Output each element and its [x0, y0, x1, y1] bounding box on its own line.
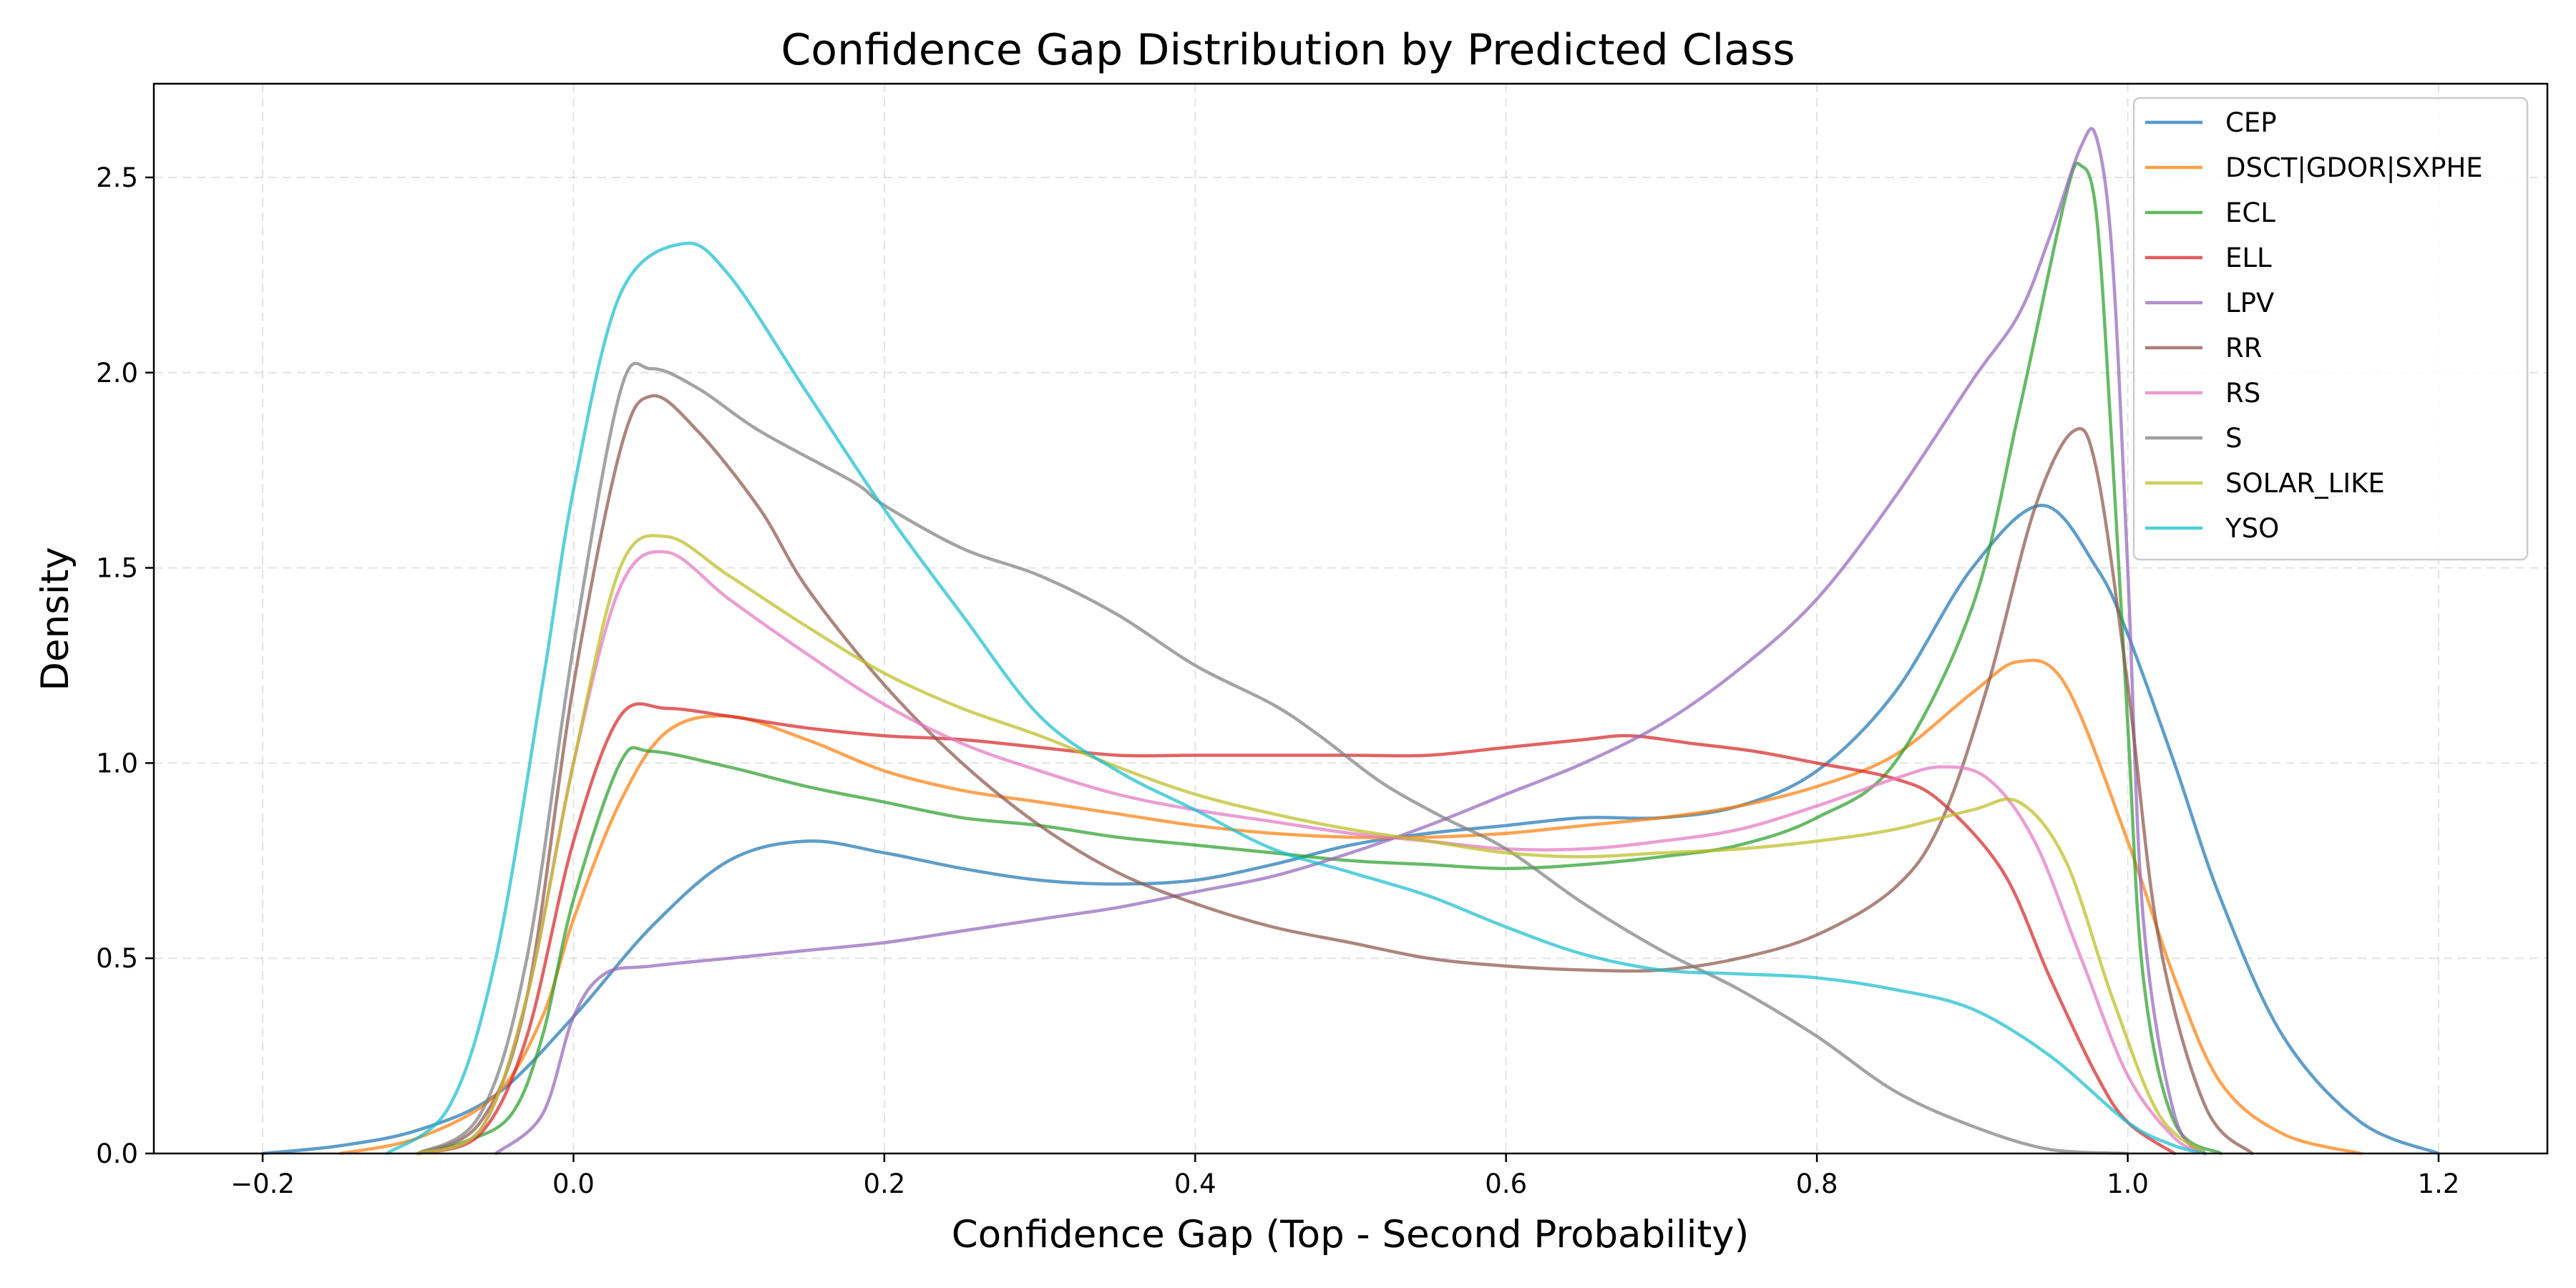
series-line-cep: [260, 504, 2441, 1156]
x-tick-label: −0.2: [230, 1169, 295, 1199]
legend-label-rr: RR: [2225, 333, 2262, 364]
x-tick-label: 0.8: [1796, 1169, 1838, 1199]
x-tick-label: 0.6: [1485, 1169, 1527, 1199]
series-line-dsct-gdor-sxphe: [338, 658, 2363, 1156]
series-line-solar-like: [416, 534, 2207, 1156]
series-line-rr: [416, 394, 2254, 1156]
x-tick-label: 0.0: [552, 1169, 595, 1199]
x-tick-label: 0.4: [1174, 1169, 1216, 1199]
x-axis-label: Confidence Gap (Top - Second Probability…: [952, 1213, 1750, 1257]
chart-title: Confidence Gap Distribution by Predicted…: [781, 25, 1795, 75]
series-line-yso: [385, 241, 2207, 1156]
y-tick-label: 0.5: [96, 943, 138, 974]
legend-label-dsct-gdor-sxphe: DSCT|GDOR|SXPHE: [2225, 152, 2483, 183]
legend-label-ell: ELL: [2225, 243, 2272, 273]
y-tick-label: 0.0: [96, 1138, 138, 1169]
legend-label-yso: YSO: [2225, 513, 2279, 544]
legend-label-s: S: [2225, 423, 2243, 454]
y-axis-label: Density: [34, 547, 77, 691]
legend-label-cep: CEP: [2225, 107, 2277, 138]
series-line-rs: [416, 550, 2207, 1156]
x-tick-label: 1.0: [2107, 1169, 2149, 1199]
ticks: −0.2 0.0 0.2 0.4 0.6 0.8 1.0 1.2 0.0 0.5 1.0 1.5 2.0…: [96, 162, 2459, 1199]
legend-label-lpv: LPV: [2225, 288, 2274, 318]
x-tick-label: 1.2: [2418, 1169, 2460, 1199]
legend-label-solar-like: SOLAR_LIKE: [2225, 468, 2385, 499]
y-tick-label: 1.0: [96, 748, 138, 779]
y-tick-label: 2.5: [96, 162, 138, 193]
plot-frame: [152, 82, 2549, 1155]
series-line-ell: [416, 702, 2176, 1156]
y-tick-label: 1.5: [96, 553, 138, 584]
x-tick-label: 0.2: [863, 1169, 905, 1199]
legend-label-ecl: ECL: [2225, 197, 2275, 228]
series-line-s: [416, 361, 2129, 1156]
legend-label-rs: RS: [2225, 378, 2260, 409]
series-layer: [260, 127, 2441, 1156]
series-line-lpv: [494, 127, 2207, 1156]
y-tick-label: 2.0: [96, 358, 138, 389]
series-line-ecl: [416, 161, 2223, 1156]
legend-box: [2132, 97, 2529, 561]
legend: CEP DSCT|GDOR|SXPHE ECL ELL LPV RR RS S SOLAR_LI…: [2132, 97, 2529, 561]
